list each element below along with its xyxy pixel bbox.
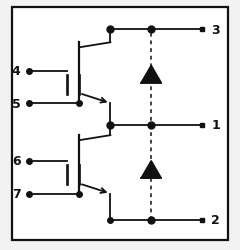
- Text: 2: 2: [211, 214, 220, 226]
- Text: 6: 6: [12, 155, 20, 168]
- Text: 1: 1: [211, 118, 220, 132]
- Text: 4: 4: [12, 65, 20, 78]
- Polygon shape: [141, 161, 161, 178]
- Text: 5: 5: [12, 97, 20, 110]
- Text: 7: 7: [12, 187, 20, 200]
- Text: 3: 3: [211, 24, 220, 36]
- Polygon shape: [141, 66, 161, 83]
